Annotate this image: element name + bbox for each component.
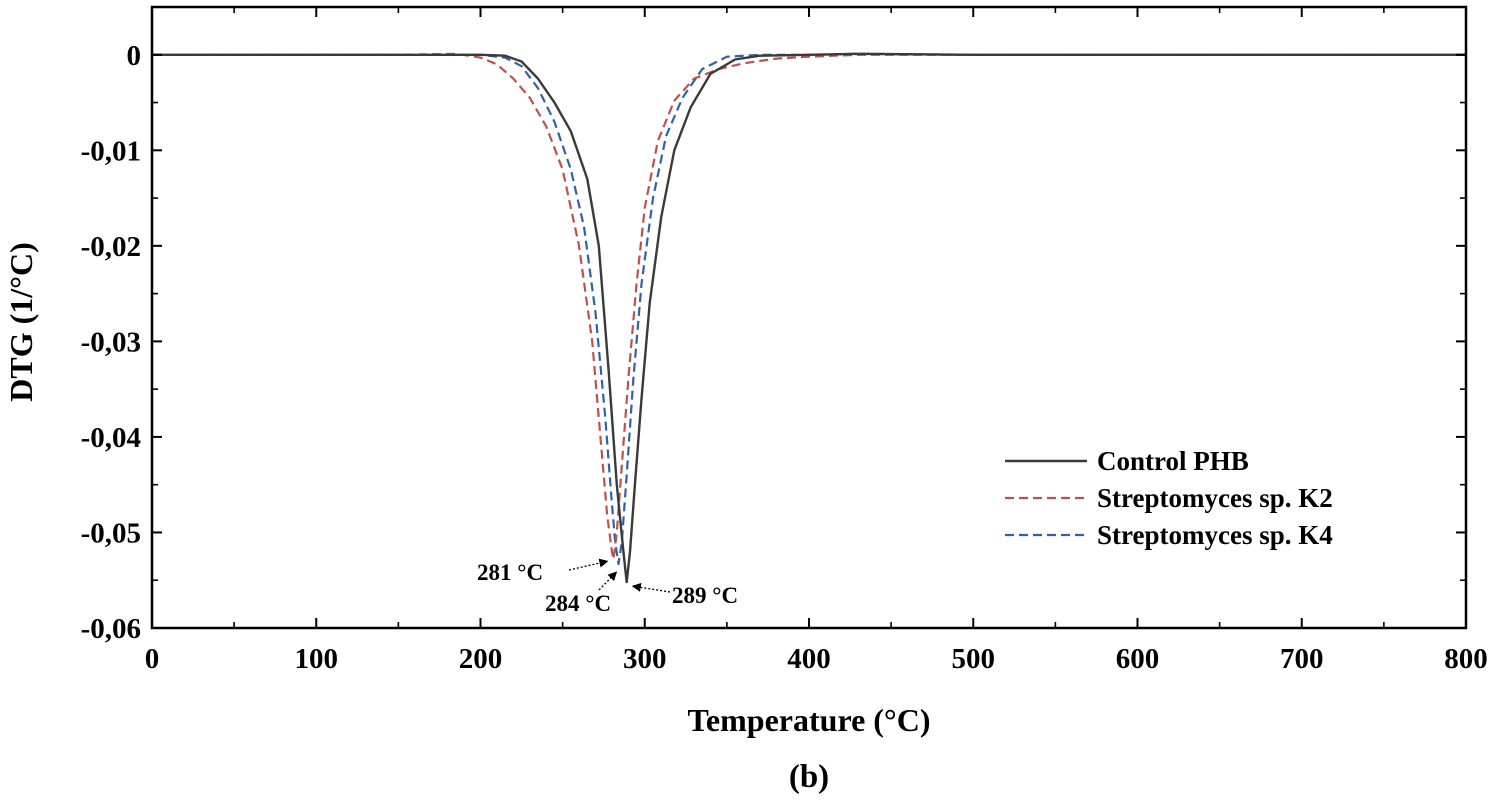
legend-label-1: Streptomyces sp. K2: [1097, 483, 1333, 513]
annotation-arrow-2: [631, 582, 671, 593]
y-tick-label: -0,02: [81, 231, 141, 263]
annotation-label-0: 281 °C: [477, 560, 543, 585]
series-layer: [152, 52, 1466, 584]
x-tick-label: 200: [459, 643, 503, 675]
x-tick-label: 800: [1444, 643, 1488, 675]
x-tick-label: 500: [952, 643, 996, 675]
x-tick-label: 300: [623, 643, 667, 675]
legend-label-0: Control PHB: [1097, 446, 1249, 476]
series-line-0: [152, 52, 1466, 584]
annotation-arrow-1: [598, 571, 618, 591]
y-axis-title: DTG (1/°C): [3, 242, 39, 401]
x-tick-label: 700: [1280, 643, 1324, 675]
panel-label: (b): [789, 759, 829, 795]
y-tick-label: -0,04: [81, 422, 141, 454]
y-tick-label: -0,03: [81, 326, 141, 358]
y-tick-label: -0,05: [81, 517, 141, 549]
legend: Control PHB Streptomyces sp. K2 Streptomyc…: [1005, 446, 1333, 550]
annotation-label-2: 289 °C: [672, 583, 738, 608]
y-tick-label: 0: [127, 40, 142, 72]
x-tick-label: 600: [1116, 643, 1160, 675]
x-tick-label: 100: [295, 643, 339, 675]
annotation-arrow-0: [568, 558, 609, 571]
annotation-label-1: 284 °C: [545, 591, 611, 616]
legend-label-2: Streptomyces sp. K4: [1097, 520, 1333, 550]
x-tick-label: 400: [787, 643, 831, 675]
x-axis-title: Temperature (°C): [688, 702, 931, 738]
y-tick-label: -0,01: [81, 135, 141, 167]
y-tick-label: -0,06: [81, 613, 141, 645]
x-tick-label: 0: [145, 643, 160, 675]
axes-layer: 0 100 200 300 400 500 600 700 800 0 -0,01 -0,02 -0,0…: [81, 5, 1488, 675]
series-line-2: [152, 52, 1466, 566]
